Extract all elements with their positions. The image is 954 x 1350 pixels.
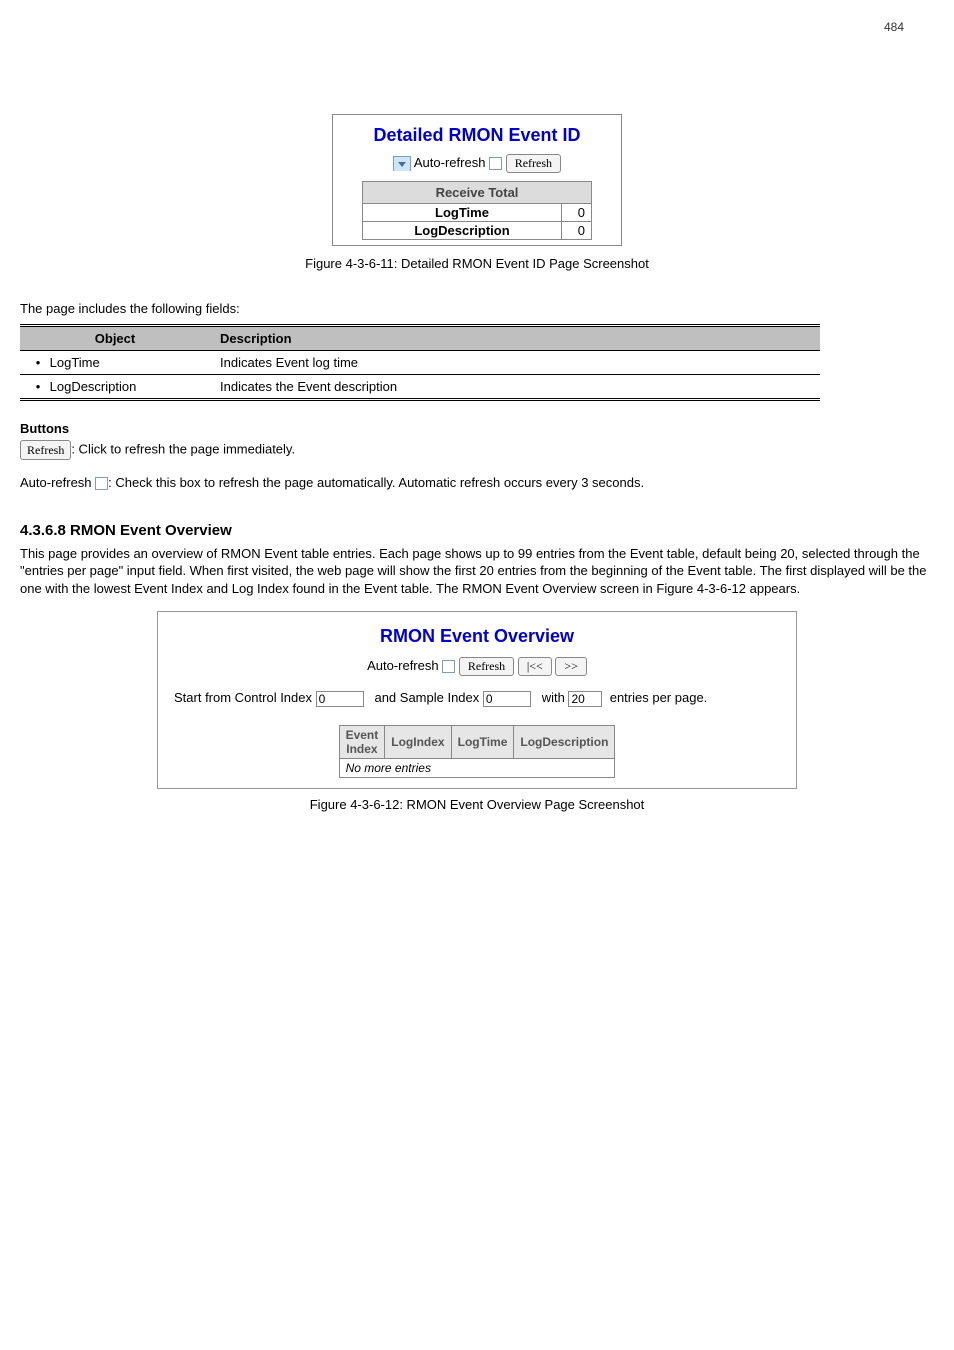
section-paragraph: This page provides an overview of RMON E… [20, 545, 934, 598]
desc-cell: Indicates the Event description [210, 375, 820, 400]
col-log-description: LogDescription [514, 725, 615, 758]
refresh-desc: Refresh: Click to refresh the page immed… [20, 440, 934, 460]
auto-refresh-label: Auto-refresh [414, 155, 486, 170]
col-desc: Description [210, 326, 820, 351]
figure-caption: Figure 4-3-6-12: RMON Event Overview Pag… [20, 797, 934, 812]
auto-refresh-checkbox[interactable] [442, 660, 455, 673]
overview-title: RMON Event Overview [168, 626, 786, 647]
refresh-button[interactable]: Refresh [459, 657, 514, 676]
desc-cell: Indicates Event log time [210, 351, 820, 375]
col-object: Object [20, 326, 210, 351]
detail-rmon-panel: Detailed RMON Event ID Auto-refresh Refr… [332, 114, 622, 246]
empty-row: No more entries [339, 758, 615, 777]
row-value: 0 [562, 204, 592, 222]
autorefresh-desc: Auto-refresh : Check this box to refresh… [20, 474, 934, 492]
col-event-index: Event Index [339, 725, 385, 758]
panel-title: Detailed RMON Event ID [338, 125, 616, 146]
event-overview-table: Event Index LogIndex LogTime LogDescript… [339, 725, 616, 778]
row-label: LogDescription [363, 222, 562, 240]
auto-refresh-label: Auto-refresh [367, 658, 439, 673]
id-dropdown[interactable] [393, 156, 411, 171]
sample-index-input[interactable] [483, 691, 531, 707]
section-heading: 4.3.6.8 RMON Event Overview [20, 522, 934, 539]
row-value: 0 [562, 222, 592, 240]
auto-refresh-checkbox[interactable] [489, 157, 502, 170]
col-log-index: LogIndex [385, 725, 451, 758]
control-index-input[interactable] [316, 691, 364, 707]
pagination-row: Start from Control Index and Sample Inde… [168, 690, 786, 707]
first-page-button[interactable]: |<< [518, 657, 552, 676]
entries-per-page-input[interactable] [568, 691, 602, 707]
parameter-table: Object Description • LogTime Indicates E… [20, 324, 820, 401]
object-cell: • LogDescription [20, 375, 210, 400]
auto-refresh-checkbox-inline[interactable] [95, 477, 108, 490]
buttons-label: Buttons [20, 421, 934, 436]
page-number: 484 [20, 20, 934, 34]
row-label: LogTime [363, 204, 562, 222]
refresh-button-inline[interactable]: Refresh [20, 440, 71, 460]
rmon-event-overview-panel: RMON Event Overview Auto-refresh Refresh… [157, 611, 797, 789]
param-intro: The page includes the following fields: [20, 301, 934, 316]
refresh-button[interactable]: Refresh [506, 154, 561, 173]
col-log-time: LogTime [451, 725, 514, 758]
receive-total-table: Receive Total LogTime 0 LogDescription 0 [362, 181, 592, 240]
next-page-button[interactable]: >> [555, 657, 587, 676]
object-cell: • LogTime [20, 351, 210, 375]
receive-header: Receive Total [363, 182, 592, 204]
figure-caption: Figure 4-3-6-11: Detailed RMON Event ID … [20, 256, 934, 271]
